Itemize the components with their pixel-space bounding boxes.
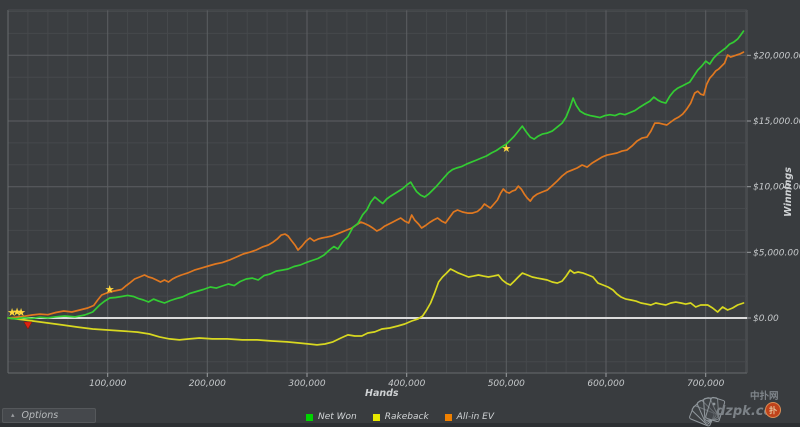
minor-gridlines xyxy=(8,10,747,373)
star-marker-icon: ★ xyxy=(501,142,511,155)
legend-item-all-in-ev: All-in EV xyxy=(444,412,495,422)
legend-item-rakeback: Rakeback xyxy=(372,412,429,422)
chart-markers: ★★★★★ xyxy=(7,142,511,330)
options-button-label: Options xyxy=(21,410,59,421)
star-marker-icon: ★ xyxy=(7,306,17,319)
series-all-in-ev xyxy=(7,51,745,319)
red-triangle-marker-icon xyxy=(23,321,33,330)
y-axis-title: Winnings xyxy=(783,167,794,217)
x-tick-label: 200,000 xyxy=(189,379,226,389)
caret-up-icon: ▴ xyxy=(11,412,15,419)
legend-swatch-net-won xyxy=(305,413,313,421)
x-axis-title: Hands xyxy=(365,388,399,399)
plot-area xyxy=(8,10,747,373)
y-tick-label: $5,000.00 xyxy=(753,248,799,258)
y-tick-label: $10,000.00 xyxy=(753,183,800,193)
legend-swatch-rakeback xyxy=(372,413,380,421)
x-tick-label: 700,000 xyxy=(687,379,724,389)
x-tick-label: 300,000 xyxy=(288,379,325,389)
x-tick-label: 500,000 xyxy=(488,379,525,389)
bottom-strip xyxy=(0,423,800,427)
star-marker-icon: ★ xyxy=(105,283,115,296)
legend-label-all-in-ev: All-in EV xyxy=(456,412,495,422)
x-tick-label: 400,000 xyxy=(388,379,425,389)
x-tick-label: 600,000 xyxy=(587,379,624,389)
options-button[interactable]: ▴ Options xyxy=(2,408,96,423)
legend-swatch-all-in-ev xyxy=(444,413,452,421)
y-tick-label: $15,000.00 xyxy=(753,117,800,127)
legend-label-rakeback: Rakeback xyxy=(384,412,429,422)
legend-label-net-won: Net Won xyxy=(317,412,357,422)
series-net-won xyxy=(7,30,745,320)
chart-legend: Net Won Rakeback All-in EV xyxy=(305,410,495,424)
star-marker-icon: ★ xyxy=(16,306,26,319)
x-tick-label: 100,000 xyxy=(89,379,126,389)
axis-ticks-and-labels: 100,000 200,000 300,000 400,000 500,000 600,0… xyxy=(89,51,800,389)
plot-borders xyxy=(7,9,748,374)
legend-item-net-won: Net Won xyxy=(305,412,357,422)
y-tick-label: $20,000.00 xyxy=(753,51,800,61)
star-marker-icon: ★ xyxy=(12,306,22,319)
y-tick-label: $0.00 xyxy=(753,314,779,324)
series-rakeback xyxy=(7,268,745,346)
